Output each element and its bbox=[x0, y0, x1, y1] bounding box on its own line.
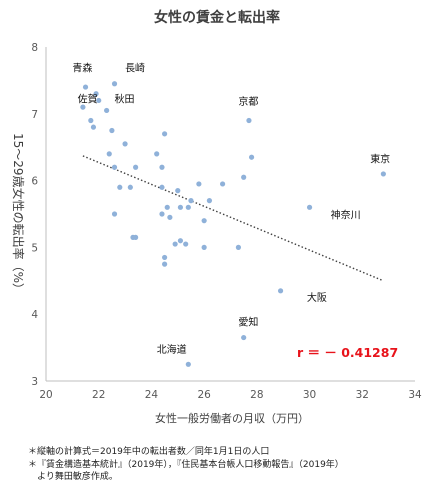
point-annotation: 愛知 bbox=[238, 316, 258, 329]
y-tick-label: 4 bbox=[31, 309, 38, 321]
x-axis-label: 女性一般労働者の月収（万円） bbox=[155, 411, 309, 425]
data-point bbox=[172, 241, 178, 247]
data-point bbox=[159, 184, 165, 190]
x-tick-label: 24 bbox=[145, 389, 159, 401]
y-tick-label: 5 bbox=[31, 242, 38, 254]
x-tick-label: 28 bbox=[250, 389, 263, 401]
data-point bbox=[122, 141, 128, 147]
x-tick-label: 26 bbox=[197, 389, 211, 401]
point-annotation: 青森 bbox=[72, 62, 92, 75]
x-tick-label: 32 bbox=[356, 389, 369, 401]
point-annotation: 東京 bbox=[370, 153, 390, 166]
data-point bbox=[241, 334, 247, 341]
note-author: より舞田敏彦作成。 bbox=[28, 472, 118, 482]
data-point bbox=[159, 211, 165, 217]
data-point bbox=[162, 131, 168, 137]
point-annotation: 大阪 bbox=[307, 291, 327, 304]
data-point bbox=[241, 174, 247, 180]
data-point bbox=[109, 127, 115, 134]
data-point bbox=[196, 181, 202, 187]
data-point bbox=[154, 151, 160, 157]
x-tick-label: 30 bbox=[303, 389, 316, 401]
trendline-layer bbox=[82, 155, 384, 282]
plot-axes bbox=[45, 47, 415, 382]
data-point bbox=[127, 184, 133, 190]
y-tick-label: 6 bbox=[31, 176, 38, 188]
x-axis-ticks: 20 22 24 26 28 30 32 34 bbox=[39, 389, 422, 401]
x-tick-label: 20 bbox=[39, 389, 52, 401]
data-point bbox=[306, 204, 313, 210]
data-point bbox=[185, 361, 191, 367]
data-point bbox=[167, 214, 173, 220]
point-annotation: 北海道 bbox=[157, 343, 187, 356]
data-point bbox=[201, 244, 207, 250]
data-point bbox=[104, 107, 110, 114]
data-point bbox=[219, 181, 226, 187]
data-point bbox=[380, 171, 386, 177]
source-notes: ＊縦軸の計算式＝2019年中の転出者数／同年1月1日の人口 ＊『賃金構造基本統計… bbox=[28, 446, 428, 484]
data-point bbox=[177, 238, 184, 244]
point-annotation: 神奈川 bbox=[331, 209, 361, 222]
point-annotation: 長崎 bbox=[125, 62, 145, 75]
note-sources: ＊『賃金構造基本統計』（2019年），『住民基本台帳人口移動報告』（2019年） bbox=[28, 459, 344, 470]
point-annotation: 秋田 bbox=[115, 92, 135, 105]
data-point bbox=[111, 81, 118, 87]
data-point bbox=[175, 188, 181, 194]
data-point bbox=[177, 204, 184, 210]
data-point bbox=[82, 84, 89, 90]
data-point bbox=[188, 198, 194, 204]
chart-title: 女性の賃金と転出率 bbox=[154, 9, 280, 26]
y-tick-label: 8 bbox=[31, 42, 38, 54]
data-point bbox=[111, 211, 118, 217]
x-tick-label: 22 bbox=[92, 389, 105, 401]
y-tick-label: 7 bbox=[31, 109, 38, 121]
data-point bbox=[201, 218, 207, 224]
data-point bbox=[90, 124, 97, 130]
data-point bbox=[80, 104, 86, 110]
data-point bbox=[117, 184, 123, 190]
data-point bbox=[206, 198, 213, 204]
data-point bbox=[96, 97, 102, 104]
data-point bbox=[162, 254, 168, 261]
data-point bbox=[246, 117, 252, 124]
data-point bbox=[277, 288, 284, 294]
y-tick-label: 3 bbox=[31, 376, 38, 388]
correlation-label: r ＝ － 0.41287 bbox=[297, 345, 398, 360]
x-tick-label: 34 bbox=[408, 389, 422, 401]
point-annotation: 佐賀 bbox=[78, 93, 98, 105]
data-point bbox=[88, 117, 94, 124]
data-point bbox=[164, 204, 170, 210]
data-point bbox=[235, 244, 242, 250]
data-point bbox=[183, 241, 189, 247]
data-points bbox=[80, 81, 386, 367]
data-point bbox=[133, 234, 139, 240]
data-point bbox=[93, 91, 99, 97]
data-point bbox=[185, 204, 191, 210]
note-formula: ＊縦軸の計算式＝2019年中の転出者数／同年1月1日の人口 bbox=[28, 447, 270, 457]
data-point bbox=[111, 164, 118, 170]
data-point bbox=[159, 164, 165, 170]
y-axis-ticks: 3 4 5 6 7 8 bbox=[31, 42, 38, 388]
data-point bbox=[248, 154, 255, 160]
data-point bbox=[133, 164, 139, 170]
data-point bbox=[106, 151, 112, 157]
point-annotation: 京都 bbox=[238, 95, 258, 108]
data-point bbox=[162, 261, 168, 267]
y-axis-label: 15〜29歳女性の転出率（%） bbox=[11, 133, 26, 295]
trendline bbox=[82, 155, 384, 282]
